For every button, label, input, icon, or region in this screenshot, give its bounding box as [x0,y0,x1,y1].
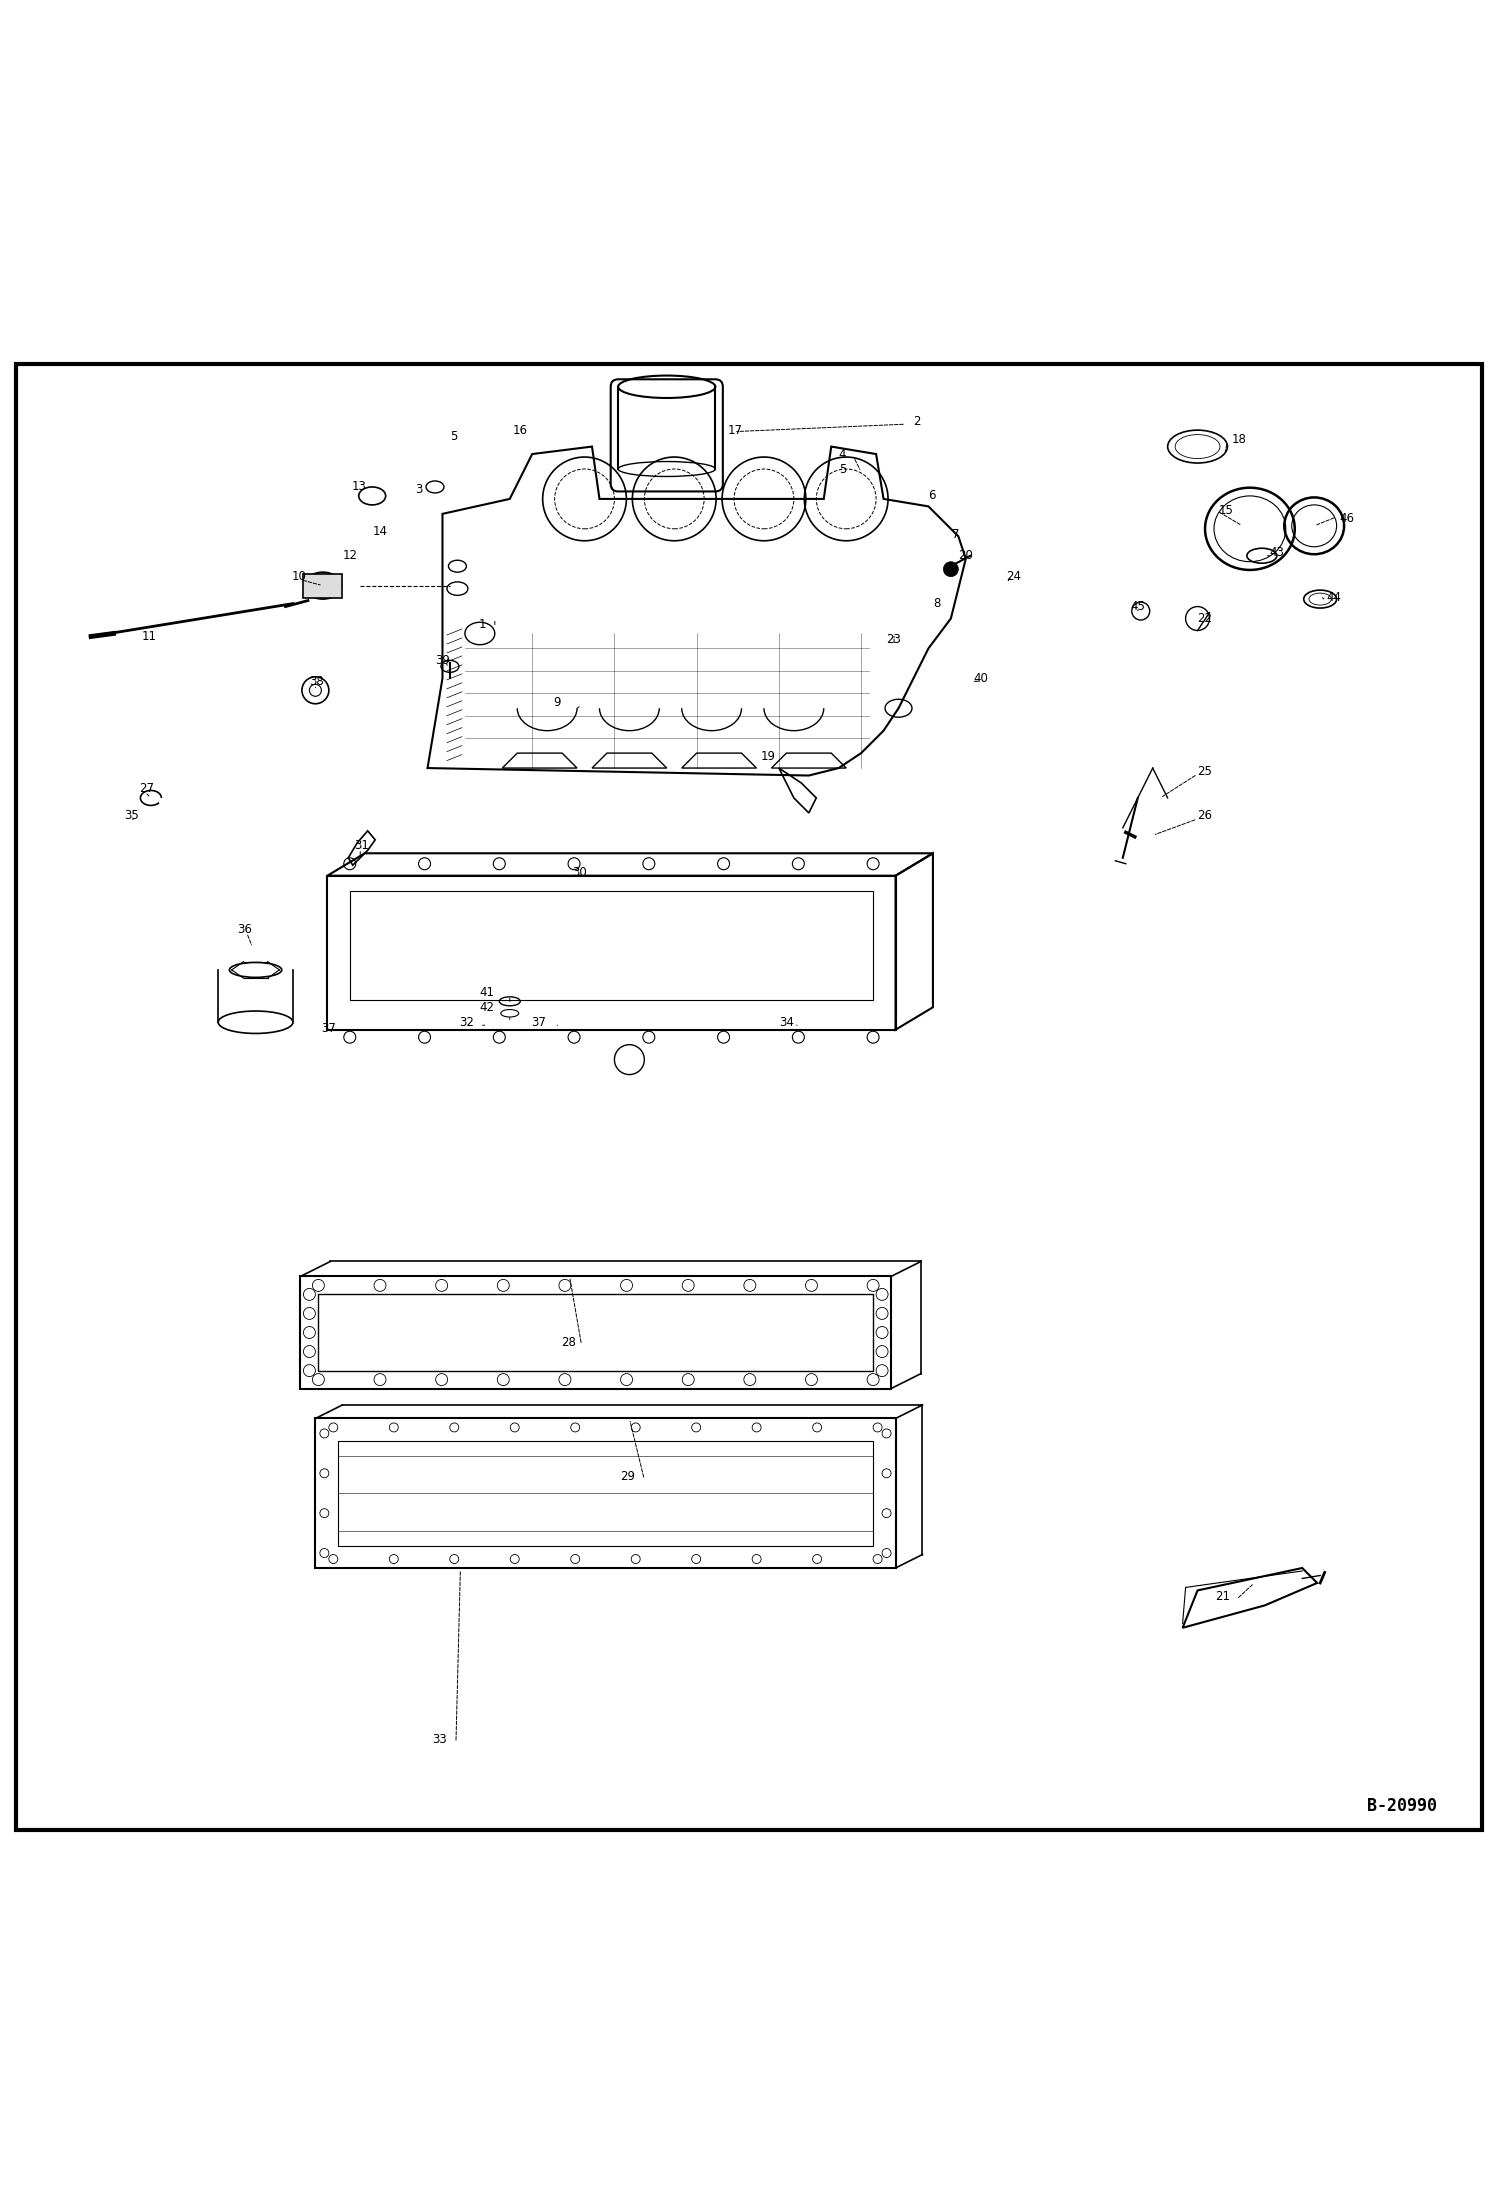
Text: 44: 44 [1326,590,1341,603]
Text: 19: 19 [761,750,776,764]
Text: 37: 37 [530,1016,545,1029]
Bar [319,1294,873,1371]
Text: 23: 23 [887,632,902,645]
Text: 21: 21 [1215,1591,1230,1604]
Text: 38: 38 [310,676,324,689]
Text: 22: 22 [1197,612,1212,625]
Text: 5: 5 [839,463,846,476]
Text: 35: 35 [124,810,139,823]
Text: 1: 1 [478,619,485,632]
Text: 4: 4 [839,448,846,461]
Text: 3: 3 [415,483,422,496]
Text: 5: 5 [449,430,457,443]
Text: 26: 26 [1197,810,1212,823]
Circle shape [944,562,959,577]
Bar [339,1441,873,1545]
Text: 20: 20 [959,548,974,562]
Ellipse shape [304,573,342,599]
Text: 30: 30 [572,867,587,880]
Text: 45: 45 [1131,601,1144,612]
Text: 7: 7 [953,529,960,542]
Text: 36: 36 [238,924,253,937]
Text: 17: 17 [728,423,743,437]
Text: 24: 24 [1007,570,1022,584]
Text: 6: 6 [929,489,936,502]
Text: 41: 41 [479,985,494,998]
Text: 13: 13 [351,480,366,494]
Text: 32: 32 [458,1016,473,1029]
Text: 16: 16 [512,423,527,437]
Text: 43: 43 [1269,546,1284,559]
Text: 27: 27 [139,783,154,796]
Bar [316,1420,896,1569]
Text: 31: 31 [354,840,369,851]
Text: 33: 33 [433,1733,446,1746]
Text: 37: 37 [322,1022,337,1036]
Text: 11: 11 [142,630,157,643]
Text: 28: 28 [560,1336,575,1349]
Text: 2: 2 [914,415,921,428]
Text: 40: 40 [974,671,989,685]
Text: 8: 8 [933,597,941,610]
Text: 42: 42 [479,1000,494,1014]
Text: 25: 25 [1197,764,1212,777]
Text: B-20990: B-20990 [1366,1797,1437,1814]
Text: 39: 39 [434,654,449,667]
Text: 34: 34 [779,1016,794,1029]
Bar [301,1277,891,1389]
Text: 10: 10 [292,570,306,584]
Text: 46: 46 [1339,511,1354,524]
Text: 29: 29 [620,1470,635,1483]
Text: 14: 14 [372,524,386,538]
Text: 18: 18 [1231,432,1246,445]
Text: 9: 9 [553,695,560,709]
Text: 15: 15 [1218,505,1233,518]
Bar [304,573,343,597]
Text: 12: 12 [343,548,358,562]
